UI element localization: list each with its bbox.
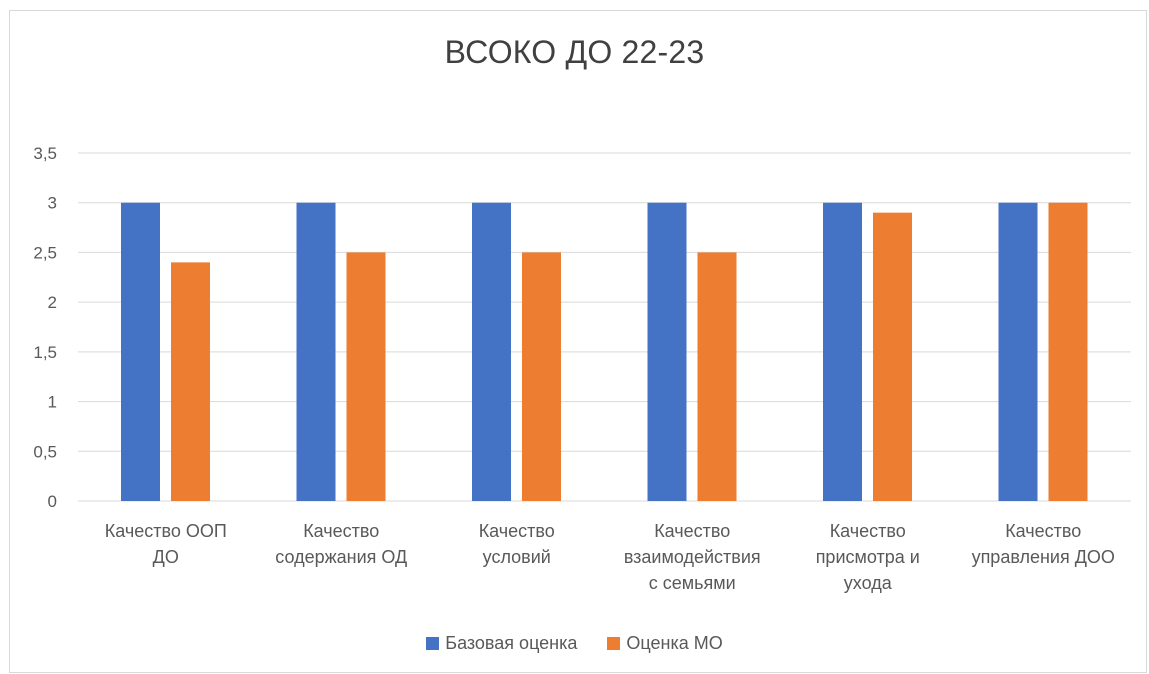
legend-item-base: Базовая оценка [426,633,577,654]
y-tick-label: 0 [48,492,57,511]
y-tick-label: 1,5 [33,343,57,362]
legend-label-mo: Оценка МО [626,633,723,653]
bar-base [823,202,862,501]
bar-base [296,202,336,501]
y-tick-label: 3 [48,194,57,213]
x-category-label: Качество содержания ОД [275,521,407,567]
y-tick-label: 2,5 [33,243,57,262]
x-category-label: Качество присмотра и ухода [816,521,920,593]
legend: Базовая оценка Оценка МО [0,633,1149,654]
legend-swatch-base [426,637,440,650]
chart-title: ВСОКО ДО 22-23 [444,34,705,70]
bar-mo [1048,202,1088,501]
y-tick-label: 2 [48,293,57,312]
bar-base [647,202,687,501]
x-category-label: Качество ООП ДО [105,521,227,567]
bar-base [998,202,1038,501]
bar-mo [522,252,561,501]
x-category-label: Качество условий [479,521,555,567]
bar-mo [873,212,912,501]
bar-mo [171,262,210,501]
legend-item-mo: Оценка МО [607,633,723,654]
bar-base [121,202,160,501]
legend-swatch-mo [607,637,621,650]
x-category-label: Качество взаимодействия с семьями [624,521,761,593]
bar-mo [346,252,386,501]
legend-label-base: Базовая оценка [445,633,578,653]
bar-base [472,202,511,501]
y-tick-label: 1 [48,393,57,412]
x-category-label: Качество управления ДОО [972,521,1115,567]
bar-mo [697,252,737,501]
y-tick-label: 3,5 [33,144,57,163]
y-tick-label: 0,5 [33,442,57,461]
